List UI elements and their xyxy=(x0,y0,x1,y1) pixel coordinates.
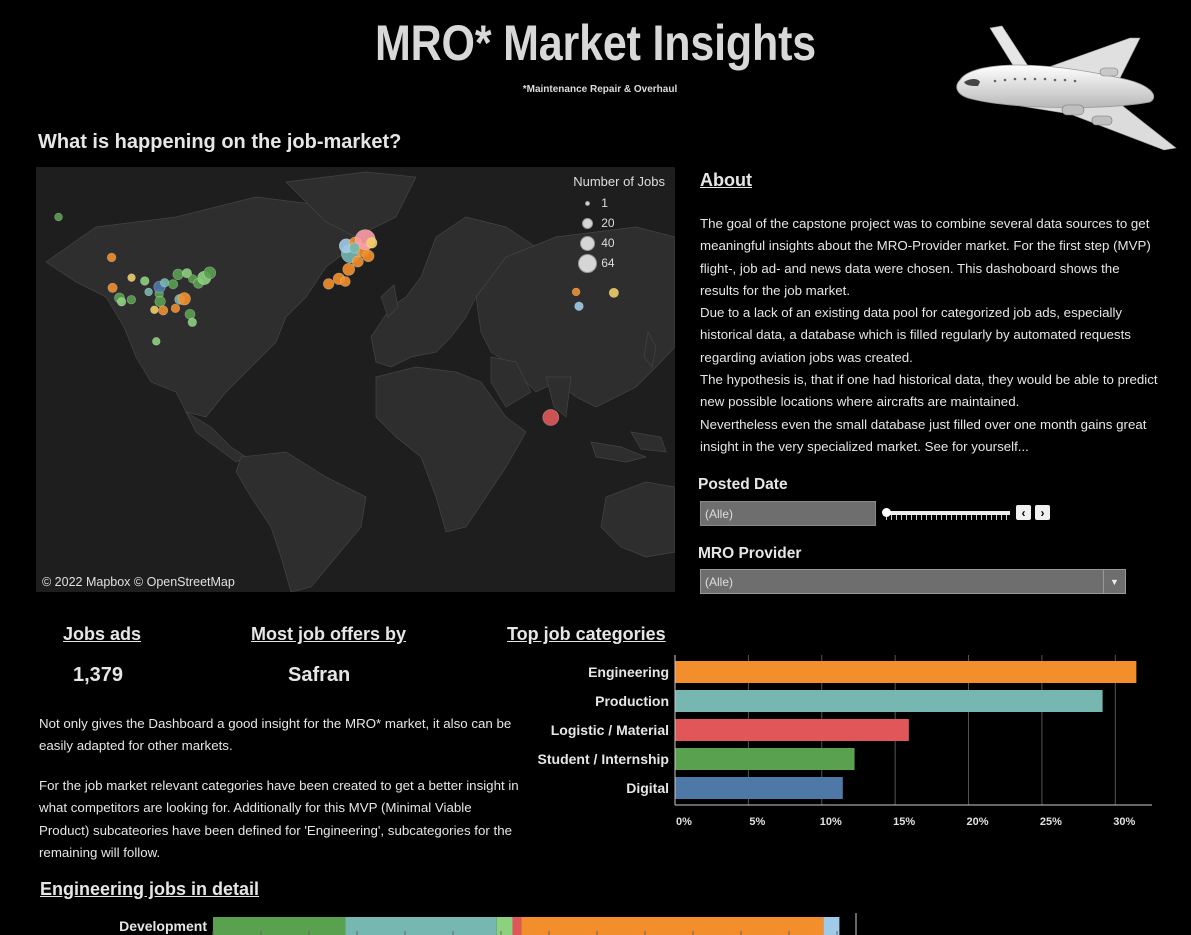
mro-provider-label: MRO Provider xyxy=(698,545,802,562)
stack-segment[interactable] xyxy=(213,917,346,935)
x-tick-label: 5% xyxy=(749,816,765,828)
page-subtitle: *Maintenance Repair & Overhaul xyxy=(522,84,678,95)
bar[interactable] xyxy=(675,748,855,770)
stack-segment[interactable] xyxy=(521,917,824,935)
map-point[interactable] xyxy=(184,308,196,320)
top-categories-chart[interactable]: 0% 5% 10% 15% 20% 25% 30% Engineering Production… xyxy=(507,655,1167,835)
chevron-right-icon[interactable]: › xyxy=(1035,505,1050,520)
mro-provider-value: (Alle) xyxy=(705,575,734,589)
map-point[interactable] xyxy=(140,276,150,286)
x-tick-label: 20% xyxy=(967,816,989,828)
map-point[interactable] xyxy=(116,297,127,307)
map-point[interactable] xyxy=(203,266,217,280)
chevron-left-icon[interactable]: ‹ xyxy=(1016,505,1031,520)
map-point[interactable] xyxy=(160,278,170,288)
map-point[interactable] xyxy=(608,287,619,298)
map-point[interactable] xyxy=(172,268,184,281)
slider-track xyxy=(886,511,1010,515)
map-point[interactable] xyxy=(152,337,161,346)
map-point[interactable] xyxy=(181,268,192,279)
category-label: Student / Internship xyxy=(538,751,669,767)
chevron-down-icon[interactable]: ▼ xyxy=(1103,570,1125,593)
category-label: Production xyxy=(595,693,669,709)
map-point[interactable] xyxy=(170,303,181,313)
map-point[interactable] xyxy=(348,242,361,254)
most-offers-value: Safran xyxy=(288,664,351,686)
jobs-ads-value: 1,379 xyxy=(73,664,124,686)
about-paragraph: The hypothesis is, that if one had histo… xyxy=(700,372,1158,410)
about-text: The goal of the capstone project was to … xyxy=(700,213,1160,458)
legend-entry: 1 xyxy=(573,193,665,213)
map-point[interactable] xyxy=(571,287,581,297)
legend-entry: 64 xyxy=(573,253,665,273)
bar[interactable] xyxy=(675,661,1137,683)
x-tick-label: 15% xyxy=(893,816,915,828)
x-tick-label: 0% xyxy=(676,816,692,828)
about-paragraph: Nevertheless even the small database jus… xyxy=(700,416,1147,454)
map-point[interactable] xyxy=(362,249,375,263)
page-title: MRO* Market Insights xyxy=(375,15,816,71)
map-legend: Number of Jobs 1 20 40 64 xyxy=(573,174,665,273)
notes-paragraph: For the job market relevant categories h… xyxy=(39,778,519,860)
jobs-ads-label: Jobs ads xyxy=(63,624,142,644)
map-point[interactable] xyxy=(154,295,166,308)
map-point[interactable] xyxy=(54,212,63,222)
engineering-chart[interactable]: Development xyxy=(100,913,900,935)
legend-entry: 40 xyxy=(573,233,665,253)
posted-date-label: Posted Date xyxy=(698,476,788,493)
stack-segment[interactable] xyxy=(823,917,840,935)
x-tick-label: 10% xyxy=(820,816,842,828)
stack-segment[interactable] xyxy=(512,917,522,935)
map-point[interactable] xyxy=(107,282,118,293)
legend-title: Number of Jobs xyxy=(573,174,665,189)
map-point[interactable] xyxy=(106,252,117,263)
map-point[interactable] xyxy=(542,409,560,426)
stack-segment[interactable] xyxy=(345,917,497,935)
map-point[interactable] xyxy=(323,278,335,290)
map-point[interactable] xyxy=(574,301,584,311)
notes-paragraph: Not only gives the Dashboard a good insi… xyxy=(39,716,512,754)
map-point[interactable] xyxy=(342,262,356,276)
category-label: Engineering xyxy=(588,664,669,680)
map-point[interactable] xyxy=(144,287,153,297)
engineering-heading: Engineering jobs in detail xyxy=(40,879,260,899)
posted-date-select[interactable]: (Alle) xyxy=(700,501,876,526)
mro-provider-select[interactable]: (Alle) ▼ xyxy=(700,569,1126,594)
most-offers-label: Most job offers by xyxy=(251,624,407,644)
map-point[interactable] xyxy=(150,305,159,315)
bar[interactable] xyxy=(675,690,1103,712)
slider-ticks xyxy=(886,515,1010,520)
map-point[interactable] xyxy=(351,255,364,268)
map-point[interactable] xyxy=(127,273,136,282)
map-point[interactable] xyxy=(158,305,169,316)
category-label: Logistic / Material xyxy=(551,722,669,738)
map-heading: What is happening on the job-market? xyxy=(38,131,402,153)
category-label: Digital xyxy=(626,780,669,796)
about-paragraph: Due to a lack of an existing data pool f… xyxy=(700,305,1131,365)
bar[interactable] xyxy=(675,719,909,741)
bar[interactable] xyxy=(675,777,843,799)
slider-thumb[interactable] xyxy=(882,508,891,517)
stack-segment[interactable] xyxy=(496,917,513,935)
map-point[interactable] xyxy=(168,279,179,290)
legend-entry: 20 xyxy=(573,213,665,233)
category-label: Development xyxy=(119,918,207,934)
job-map[interactable]: Number of Jobs 1 20 40 64 © 2022 Mapbox … xyxy=(36,167,675,592)
map-credit[interactable]: © 2022 Mapbox © OpenStreetMap xyxy=(42,575,235,589)
map-point[interactable] xyxy=(187,317,197,327)
posted-date-slider[interactable] xyxy=(882,507,1012,521)
map-point[interactable] xyxy=(339,276,351,287)
x-tick-label: 30% xyxy=(1113,816,1135,828)
about-heading: About xyxy=(700,170,752,190)
map-point[interactable] xyxy=(126,295,136,305)
world-map xyxy=(45,171,675,592)
map-point[interactable] xyxy=(177,292,191,306)
about-paragraph: The goal of the capstone project was to … xyxy=(700,216,1151,298)
top-categories-label: Top job categories xyxy=(507,624,666,644)
x-tick-label: 25% xyxy=(1040,816,1062,828)
map-point[interactable] xyxy=(366,237,378,249)
airplane-icon xyxy=(956,25,1177,151)
